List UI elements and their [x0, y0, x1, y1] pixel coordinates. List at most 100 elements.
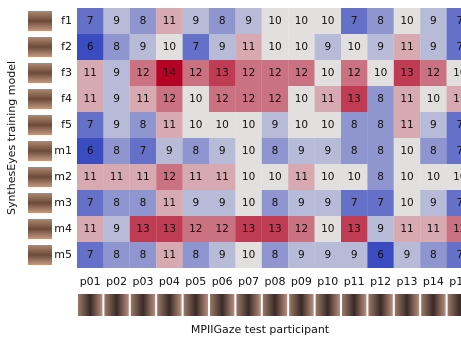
cell-label: 8	[272, 197, 279, 209]
cell-label: 10	[189, 93, 202, 105]
cell-label: 9	[324, 197, 331, 209]
cell-label: 9	[298, 145, 305, 157]
cell-label: 9	[219, 197, 226, 209]
row-label: f3	[61, 66, 72, 79]
row-eye-thumbnail	[28, 89, 52, 109]
cell-label: 12	[348, 67, 361, 79]
cell-label: 13	[400, 67, 413, 79]
cell-label: 11	[216, 171, 229, 183]
column-label: p11	[344, 275, 365, 288]
cell-label: 9	[219, 145, 226, 157]
cell-label: 11	[163, 119, 176, 131]
column-label: p15	[449, 275, 461, 288]
column-eye-thumbnail	[263, 294, 287, 316]
cell-label: 9	[113, 67, 120, 79]
column-eye-thumbnail	[368, 294, 392, 316]
column-eye-thumbnail	[342, 294, 366, 316]
column-eye-thumbnail	[289, 294, 313, 316]
cell-label: 8	[351, 119, 358, 131]
cell-label: 11	[84, 67, 97, 79]
column-label: p03	[133, 275, 154, 288]
row-eye-thumbnail	[28, 11, 52, 31]
cell-label: 11	[136, 171, 149, 183]
cell-label: 9	[298, 249, 305, 261]
cell-label: 8	[140, 15, 147, 27]
column-eye-thumbnail	[157, 294, 181, 316]
cell-label: 12	[216, 223, 229, 235]
column-eye-thumbnail	[421, 294, 445, 316]
cell-label: 10	[242, 249, 255, 261]
column-eye-thumbnail	[78, 294, 102, 316]
cell-label: 13	[268, 223, 281, 235]
cell-label: 9	[430, 15, 437, 27]
cell-label: 8	[192, 249, 199, 261]
cell-label: 13	[216, 67, 229, 79]
cell-label: 10	[321, 67, 334, 79]
row-label: f1	[61, 14, 72, 27]
cell-label: 7	[456, 41, 461, 53]
cell-label: 7	[87, 119, 94, 131]
cell-label: 9	[377, 41, 384, 53]
column-label: p02	[106, 275, 127, 288]
column-eye-thumbnail	[448, 294, 461, 316]
row-eye-thumbnail	[28, 219, 52, 239]
cell-label: 8	[113, 41, 120, 53]
cell-label: 11	[136, 93, 149, 105]
cell-label: 8	[272, 249, 279, 261]
cell-label: 12	[163, 171, 176, 183]
cell-label: 8	[377, 119, 384, 131]
cell-label: 12	[295, 223, 308, 235]
page: {"chart_data": {"type": "heatmap", "y_la…	[0, 0, 461, 340]
cell-label: 12	[268, 93, 281, 105]
cell-label: 8	[140, 197, 147, 209]
cell-label: 10	[400, 197, 413, 209]
row-eye-thumbnail	[28, 37, 52, 57]
column-label: p12	[370, 275, 391, 288]
row-eye-thumbnail	[28, 63, 52, 83]
column-label: p01	[80, 275, 101, 288]
cell-label: 12	[136, 67, 149, 79]
cell-label: 10	[453, 67, 461, 79]
cell-label: 9	[192, 197, 199, 209]
cell-label: 7	[351, 15, 358, 27]
cell-label: 9	[404, 249, 411, 261]
cell-label: 9	[324, 145, 331, 157]
cell-label: 8	[140, 249, 147, 261]
cell-label: 7	[351, 197, 358, 209]
cell-label: 8	[140, 119, 147, 131]
cell-label: 8	[113, 249, 120, 261]
cell-label: 9	[324, 249, 331, 261]
cell-label: 10	[242, 197, 255, 209]
y-axis-label: SynthesEyes training model	[5, 61, 18, 215]
cell-label: 12	[242, 93, 255, 105]
cell-label: 8	[219, 15, 226, 27]
cell-label: 9	[140, 41, 147, 53]
cell-label: 10	[321, 15, 334, 27]
cell-label: 9	[219, 41, 226, 53]
cell-label: 8	[272, 145, 279, 157]
cell-label: 10	[400, 171, 413, 183]
cell-label: 9	[113, 93, 120, 105]
cell-label: 9	[298, 197, 305, 209]
column-eye-thumbnail	[395, 294, 419, 316]
cell-label: 7	[456, 119, 461, 131]
cell-label: 8	[430, 145, 437, 157]
cell-label: 12	[163, 93, 176, 105]
cell-label: 11	[84, 171, 97, 183]
cell-label: 10	[242, 145, 255, 157]
chart: SynthesEyes training model MPIIGaze test…	[0, 0, 461, 340]
row-label: f2	[61, 40, 72, 53]
cell-label: 10	[374, 67, 387, 79]
cell-label: 10	[189, 119, 202, 131]
cell-label: 9	[430, 119, 437, 131]
column-label: p06	[212, 275, 233, 288]
cell-label: 11	[84, 223, 97, 235]
cell-label: 10	[163, 41, 176, 53]
x-axis-label: MPIIGaze test participant	[191, 323, 330, 336]
row-label: f5	[61, 118, 72, 131]
cell-label: 13	[163, 223, 176, 235]
row-eye-thumbnail	[28, 141, 52, 161]
cell-label: 11	[400, 41, 413, 53]
cell-label: 10	[348, 171, 361, 183]
cell-label: 11	[110, 171, 123, 183]
